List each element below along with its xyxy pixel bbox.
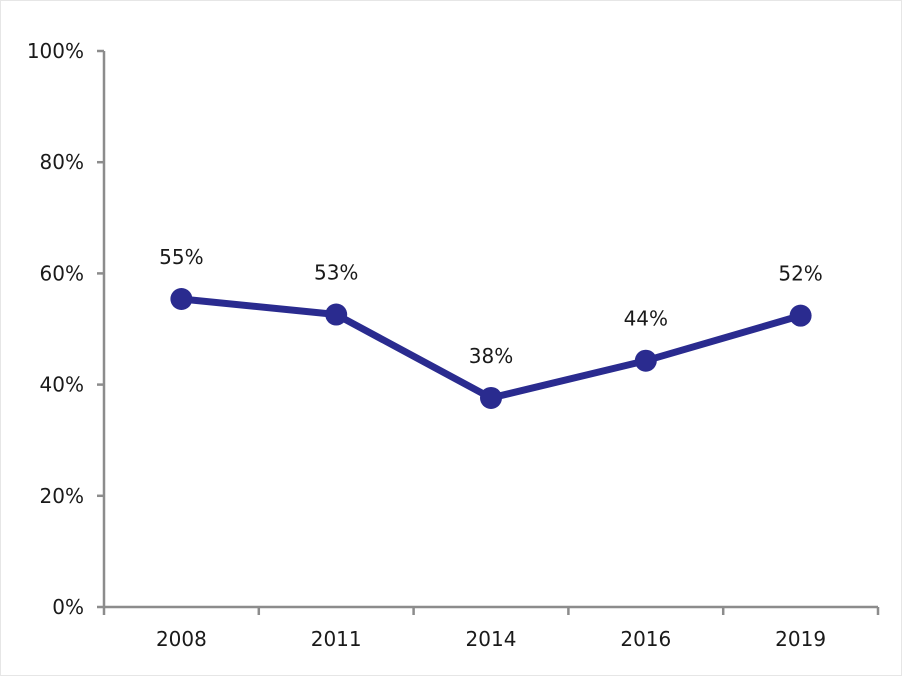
- x-tick-label: 2014: [466, 627, 517, 651]
- tick-labels: 0% 20% 40% 60% 80% 100% 2008 2011 2014 2016 2019: [27, 39, 826, 651]
- y-tick-label: 40%: [40, 373, 84, 397]
- data-label: 53%: [314, 261, 358, 285]
- x-tick-label: 2008: [156, 627, 207, 651]
- data-point: [789, 304, 812, 327]
- data-points: [170, 287, 812, 409]
- data-point: [325, 303, 348, 326]
- data-label: 38%: [469, 344, 513, 368]
- data-label: 55%: [159, 245, 203, 269]
- y-tick-label: 100%: [27, 39, 84, 63]
- y-tick-label: 0%: [52, 595, 84, 619]
- data-point: [634, 349, 657, 372]
- data-label: 44%: [624, 307, 668, 331]
- y-tick-label: 20%: [40, 484, 84, 508]
- axes: [97, 49, 880, 615]
- y-tick-label: 60%: [40, 261, 84, 285]
- data-label: 52%: [778, 262, 822, 286]
- y-tick-label: 80%: [40, 150, 84, 174]
- x-tick-label: 2019: [775, 627, 826, 651]
- data-labels: 55% 53% 38% 44% 52%: [159, 245, 823, 368]
- data-point: [170, 287, 193, 310]
- x-tick-label: 2011: [311, 627, 362, 651]
- data-point: [480, 386, 502, 409]
- x-tick-label: 2016: [620, 627, 671, 651]
